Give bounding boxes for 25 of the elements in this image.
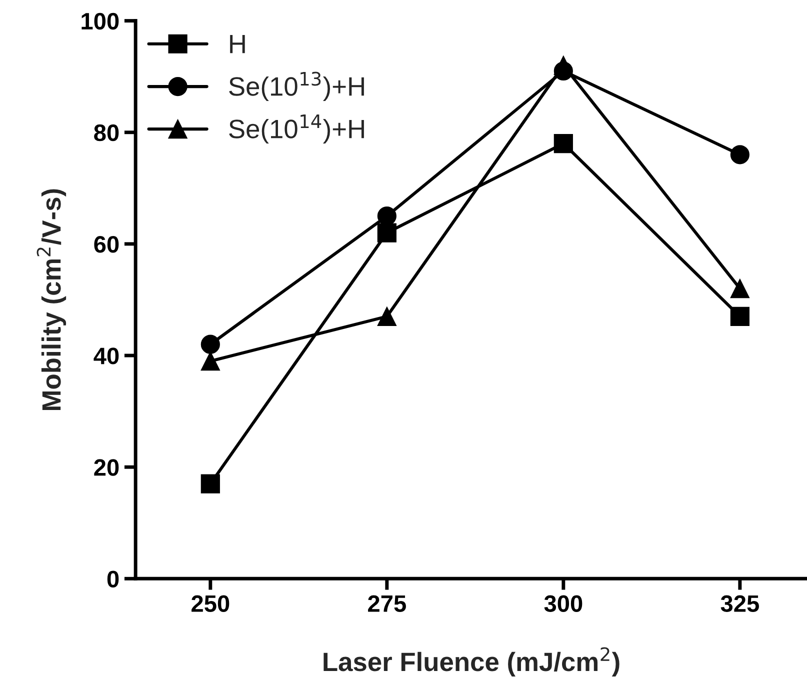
legend-label: Se(10$^{14}$)+H bbox=[229, 114, 364, 144]
x-axis-title: Laser Fluence (mJ/cm$^{2}$) bbox=[324, 647, 620, 676]
point bbox=[200, 474, 220, 494]
y-tick-label: 40 bbox=[94, 348, 119, 364]
x-tick-label: 325 bbox=[720, 595, 759, 612]
point bbox=[377, 306, 396, 326]
point bbox=[200, 352, 220, 371]
y-tick-label: 0 bbox=[107, 570, 119, 588]
point bbox=[730, 279, 750, 298]
point bbox=[554, 134, 573, 154]
y-tick-label: 20 bbox=[94, 459, 119, 476]
x-tick-label: 250 bbox=[192, 595, 230, 612]
y-tick-label: 80 bbox=[94, 124, 119, 142]
legend-label: Se(10$^{13}$)+H bbox=[229, 72, 364, 102]
x-tick-label: 275 bbox=[368, 595, 406, 612]
y-tick-label: 60 bbox=[94, 236, 119, 253]
point bbox=[554, 61, 573, 81]
point bbox=[200, 334, 220, 354]
point bbox=[730, 145, 750, 164]
x-tick-label: 300 bbox=[544, 595, 582, 612]
legend-label: H bbox=[230, 34, 245, 54]
y-axis-title: Mobility (cm$^{2}$/V-s) bbox=[36, 189, 66, 410]
y-tick-label: 100 bbox=[82, 12, 119, 30]
point bbox=[730, 306, 750, 326]
point bbox=[377, 223, 396, 242]
